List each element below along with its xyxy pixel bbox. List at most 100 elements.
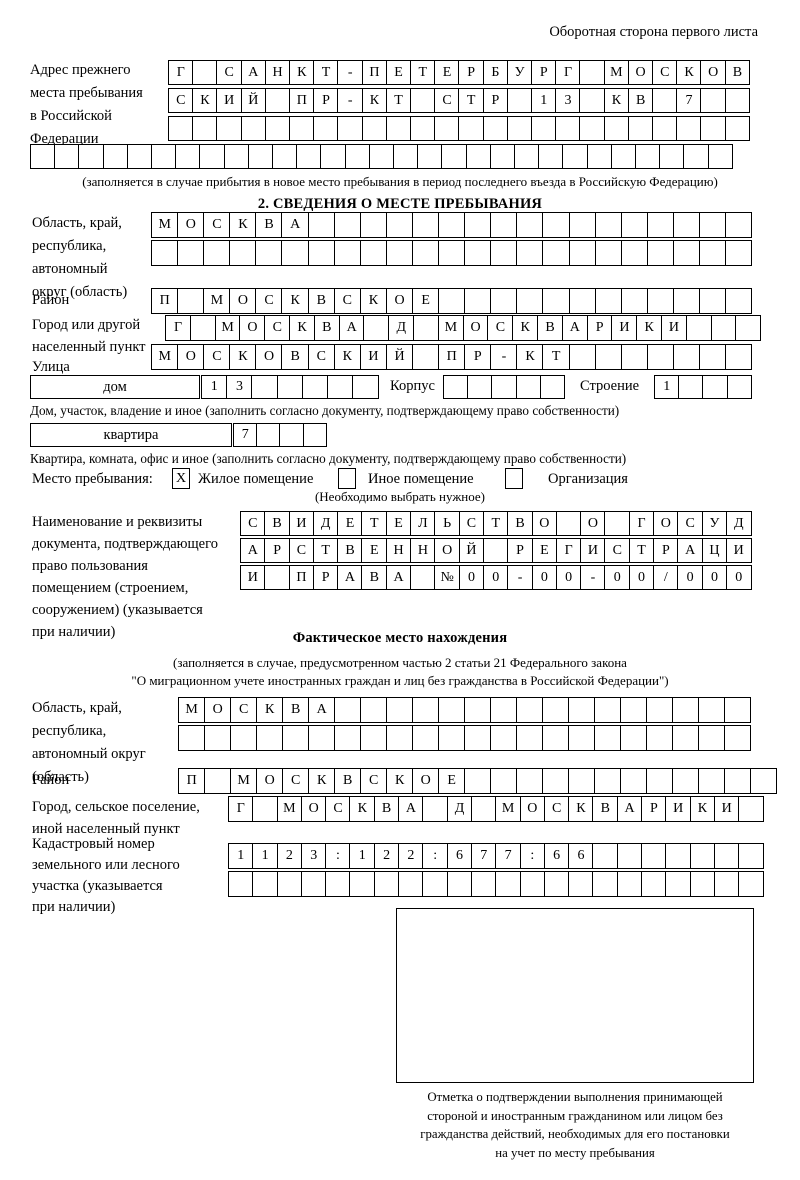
- char-cell[interactable]: К: [636, 315, 663, 341]
- char-cell[interactable]: Г: [168, 60, 194, 85]
- char-cell[interactable]: [446, 871, 473, 897]
- char-cell[interactable]: С: [288, 538, 315, 563]
- char-cell[interactable]: В: [361, 565, 388, 590]
- char-cell[interactable]: [192, 60, 218, 85]
- char-cell[interactable]: П: [151, 288, 179, 314]
- char-cell[interactable]: [282, 725, 310, 751]
- char-cell[interactable]: 6: [543, 843, 570, 869]
- previous-address-row-3[interactable]: [168, 116, 751, 141]
- char-cell[interactable]: [620, 768, 648, 794]
- char-cell[interactable]: С: [203, 344, 231, 370]
- char-cell[interactable]: [441, 144, 467, 169]
- char-cell[interactable]: [738, 871, 764, 897]
- char-cell[interactable]: П: [289, 88, 315, 113]
- char-cell[interactable]: [635, 144, 661, 169]
- char-cell[interactable]: [579, 60, 605, 85]
- char-cell[interactable]: [579, 116, 605, 141]
- char-cell[interactable]: О: [255, 344, 283, 370]
- char-cell[interactable]: [363, 315, 390, 341]
- char-cell[interactable]: О: [177, 344, 205, 370]
- char-cell[interactable]: [410, 565, 436, 590]
- char-cell[interactable]: [646, 768, 674, 794]
- char-cell[interactable]: [646, 240, 675, 266]
- char-cell[interactable]: [464, 768, 492, 794]
- char-cell[interactable]: [337, 116, 363, 141]
- char-cell[interactable]: 1: [228, 843, 254, 869]
- char-cell[interactable]: 7: [676, 88, 702, 113]
- char-cell[interactable]: [386, 725, 414, 751]
- char-cell[interactable]: [724, 768, 752, 794]
- char-cell[interactable]: [438, 725, 466, 751]
- char-cell[interactable]: Г: [165, 315, 192, 341]
- char-cell[interactable]: Р: [586, 315, 613, 341]
- char-cell[interactable]: [676, 116, 702, 141]
- char-cell[interactable]: Е: [337, 511, 363, 536]
- char-cell[interactable]: 2: [398, 843, 424, 869]
- char-cell[interactable]: [54, 144, 80, 169]
- char-cell[interactable]: О: [300, 796, 327, 822]
- char-cell[interactable]: Д: [388, 315, 415, 341]
- char-cell[interactable]: Ц: [701, 538, 728, 563]
- char-cell[interactable]: [256, 423, 281, 447]
- char-cell[interactable]: [672, 212, 701, 238]
- char-cell[interactable]: [665, 843, 691, 869]
- char-cell[interactable]: [506, 88, 533, 113]
- char-cell[interactable]: М: [203, 288, 231, 314]
- char-cell[interactable]: Т: [542, 344, 570, 370]
- char-cell[interactable]: [482, 538, 509, 563]
- char-cell[interactable]: 7: [495, 843, 521, 869]
- char-cell[interactable]: [470, 871, 497, 897]
- char-cell[interactable]: [334, 697, 362, 723]
- char-cell[interactable]: И: [665, 796, 691, 822]
- char-cell[interactable]: [672, 288, 701, 314]
- char-cell[interactable]: Г: [628, 511, 655, 536]
- char-cell[interactable]: А: [398, 796, 424, 822]
- char-cell[interactable]: И: [660, 315, 688, 341]
- char-cell[interactable]: [725, 212, 753, 238]
- char-cell[interactable]: [672, 725, 700, 751]
- char-cell[interactable]: [516, 288, 544, 314]
- char-cell[interactable]: [470, 796, 497, 822]
- char-cell[interactable]: -: [490, 344, 518, 370]
- char-cell[interactable]: [177, 240, 205, 266]
- char-cell[interactable]: 0: [555, 565, 582, 590]
- char-cell[interactable]: [594, 240, 622, 266]
- char-cell[interactable]: [646, 725, 674, 751]
- char-cell[interactable]: К: [229, 212, 257, 238]
- char-cell[interactable]: [204, 768, 232, 794]
- char-cell[interactable]: [333, 240, 362, 266]
- char-cell[interactable]: М: [437, 315, 464, 341]
- char-cell[interactable]: Р: [653, 538, 679, 563]
- char-cell[interactable]: [707, 144, 734, 169]
- char-cell[interactable]: [177, 288, 205, 314]
- char-cell[interactable]: [568, 768, 596, 794]
- char-cell[interactable]: Д: [446, 796, 473, 822]
- char-cell[interactable]: М: [603, 60, 630, 85]
- char-cell[interactable]: [516, 240, 544, 266]
- char-cell[interactable]: [592, 871, 619, 897]
- char-cell[interactable]: [199, 144, 225, 169]
- char-cell[interactable]: [359, 212, 388, 238]
- char-cell[interactable]: [594, 725, 622, 751]
- char-cell[interactable]: [412, 315, 440, 341]
- char-cell[interactable]: [698, 697, 726, 723]
- char-cell[interactable]: И: [216, 88, 242, 113]
- char-cell[interactable]: А: [561, 315, 588, 341]
- char-cell[interactable]: С: [333, 288, 362, 314]
- char-cell[interactable]: О: [434, 538, 460, 563]
- char-cell[interactable]: [307, 240, 335, 266]
- char-cell[interactable]: [555, 116, 581, 141]
- char-cell[interactable]: [422, 871, 448, 897]
- char-cell[interactable]: [360, 725, 388, 751]
- char-cell[interactable]: Л: [410, 511, 436, 536]
- char-cell[interactable]: [620, 725, 648, 751]
- char-cell[interactable]: [417, 144, 443, 169]
- char-cell[interactable]: В: [507, 511, 533, 536]
- char-cell[interactable]: [568, 240, 596, 266]
- char-cell[interactable]: [738, 796, 764, 822]
- char-cell[interactable]: О: [229, 288, 257, 314]
- char-cell[interactable]: [506, 116, 533, 141]
- char-cell[interactable]: :: [325, 843, 351, 869]
